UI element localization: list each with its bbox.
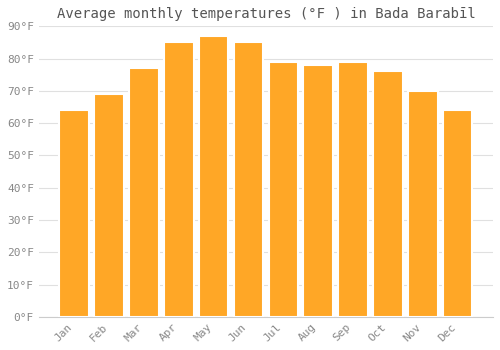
- Bar: [94, 94, 124, 317]
- Bar: [129, 68, 159, 317]
- Bar: [373, 71, 402, 317]
- Bar: [268, 62, 298, 317]
- Title: Average monthly temperatures (°F ) in Bada Barabīl: Average monthly temperatures (°F ) in Ba…: [56, 7, 476, 21]
- Bar: [234, 42, 264, 317]
- Bar: [60, 110, 89, 317]
- Bar: [199, 36, 228, 317]
- Bar: [443, 110, 472, 317]
- Bar: [338, 62, 368, 317]
- Bar: [304, 65, 333, 317]
- Bar: [164, 42, 194, 317]
- Bar: [408, 91, 438, 317]
